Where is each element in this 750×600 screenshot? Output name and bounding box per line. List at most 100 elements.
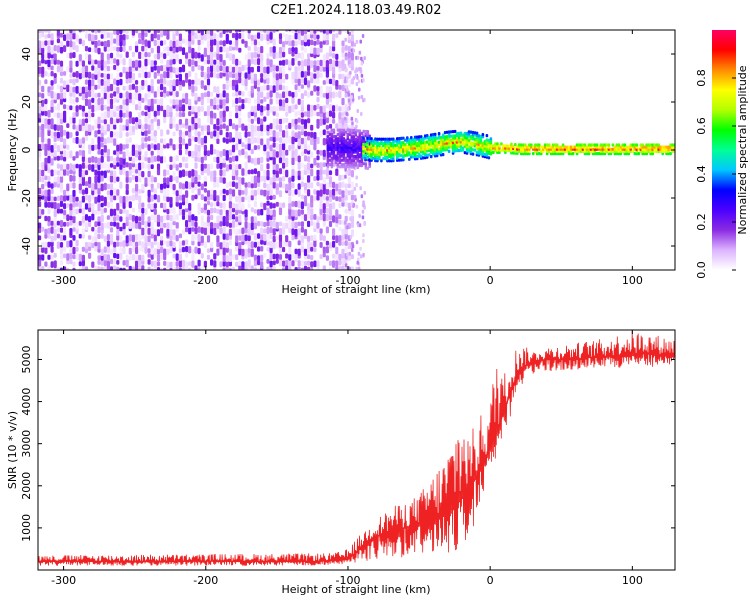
- heatmap-cell: [128, 162, 132, 170]
- heatmap-cell: [125, 91, 129, 99]
- heatmap-cell: [275, 118, 279, 125]
- heatmap-cell: [322, 60, 326, 68]
- heatmap-cell: [288, 182, 292, 190]
- heatmap-cell: [81, 162, 85, 169]
- heatmap-cell: [235, 124, 239, 131]
- heatmap-cell: [222, 207, 226, 212]
- heatmap-cell: [150, 119, 154, 124]
- heatmap-cell: [250, 169, 254, 175]
- heatmap-cell: [97, 266, 101, 270]
- heatmap-cell: [169, 181, 173, 189]
- heatmap-cell: [41, 169, 45, 177]
- heatmap-cell: [328, 203, 333, 211]
- heatmap-cell: [166, 32, 170, 40]
- heatmap-cell: [328, 46, 333, 54]
- heatmap-cell: [188, 46, 192, 54]
- heatmap-cell: [250, 216, 254, 223]
- heatmap-cell: [228, 228, 232, 236]
- heatmap-cell: [609, 147, 613, 151]
- heatmap-cell: [185, 203, 189, 209]
- heatmap-cell: [66, 170, 70, 176]
- heatmap-cell: [41, 209, 45, 215]
- heatmap-cell: [263, 73, 267, 80]
- heatmap-cell: [150, 267, 154, 270]
- heatmap-cell: [44, 228, 48, 235]
- heatmap-cell: [203, 124, 207, 131]
- heatmap-cell: [91, 104, 95, 113]
- heatmap-cell: [147, 58, 151, 66]
- heatmap-cell: [669, 152, 672, 156]
- heatmap-cell: [288, 60, 292, 68]
- heatmap-cell: [147, 266, 151, 270]
- heatmap-cell: [100, 163, 104, 169]
- heatmap-cell: [282, 222, 286, 229]
- heatmap-cell: [282, 130, 286, 138]
- heatmap-cell: [72, 200, 76, 208]
- heatmap-cell: [100, 64, 104, 71]
- heatmap-cell: [213, 253, 217, 260]
- heatmap-cell: [345, 111, 348, 116]
- heatmap-cell: [185, 227, 189, 233]
- heatmap-cell: [169, 156, 173, 163]
- heatmap-cell: [206, 91, 211, 98]
- heatmap-cell: [41, 194, 45, 200]
- heatmap-cell: [38, 60, 42, 66]
- heatmap-cell: [75, 202, 79, 207]
- heatmap-cell: [275, 170, 279, 178]
- heatmap-cell: [116, 92, 120, 100]
- heatmap-cell: [103, 111, 107, 119]
- heatmap-cell: [135, 80, 139, 85]
- heatmap-cell: [47, 86, 51, 93]
- heatmap-cell: [141, 265, 145, 270]
- heatmap-cell: [100, 104, 104, 111]
- heatmap-cell: [294, 267, 298, 270]
- heatmap-cell: [322, 39, 326, 45]
- heatmap-cell: [310, 30, 314, 35]
- heatmap-cell: [175, 190, 179, 197]
- heatmap-cell: [103, 30, 107, 36]
- heatmap-cell: [335, 209, 339, 217]
- heatmap-cell: [41, 246, 45, 253]
- heatmap-cell: [153, 99, 157, 104]
- heatmap-cell: [113, 150, 117, 155]
- heatmap-cell: [328, 103, 333, 111]
- heatmap-cell: [263, 169, 267, 177]
- colorbar-tick-label: 0.2: [695, 213, 708, 231]
- heatmap-cell: [272, 209, 276, 217]
- heatmap-cell: [247, 123, 251, 130]
- heatmap-cell: [260, 239, 264, 245]
- heatmap-cell: [353, 186, 357, 191]
- heatmap-cell: [350, 220, 354, 228]
- heatmap-cell: [285, 117, 289, 123]
- heatmap-cell: [125, 209, 129, 217]
- heatmap-cell: [325, 255, 329, 261]
- heatmap-cell: [175, 99, 179, 105]
- heatmap-cell: [269, 32, 273, 40]
- heatmap-cell: [66, 194, 70, 201]
- heatmap-cell: [44, 163, 48, 171]
- heatmap-cell: [260, 208, 264, 216]
- heatmap-cell: [347, 117, 351, 124]
- heatmap-cell: [94, 196, 98, 204]
- heatmap-cell: [175, 54, 179, 62]
- heatmap-cell: [244, 182, 248, 188]
- heatmap-cell: [316, 260, 320, 267]
- heatmap-cell: [228, 45, 232, 52]
- heatmap-cell: [84, 98, 89, 106]
- heatmap-cell: [200, 170, 204, 176]
- heatmap-cell: [125, 51, 129, 58]
- heatmap-cell: [156, 214, 161, 223]
- heatmap-cell: [147, 157, 151, 164]
- heatmap-cell: [178, 123, 182, 129]
- heatmap-cell: [577, 143, 581, 147]
- heatmap-cell: [200, 130, 204, 136]
- heatmap-cell: [350, 95, 353, 100]
- heatmap-cell: [571, 152, 575, 156]
- heatmap-cell: [122, 124, 126, 131]
- heatmap-cell: [263, 144, 267, 152]
- heatmap-cell: [282, 183, 286, 189]
- heatmap-cell: [166, 46, 170, 52]
- heatmap-cell: [197, 34, 201, 40]
- heatmap-cell: [191, 227, 195, 232]
- heatmap-cell: [72, 195, 76, 203]
